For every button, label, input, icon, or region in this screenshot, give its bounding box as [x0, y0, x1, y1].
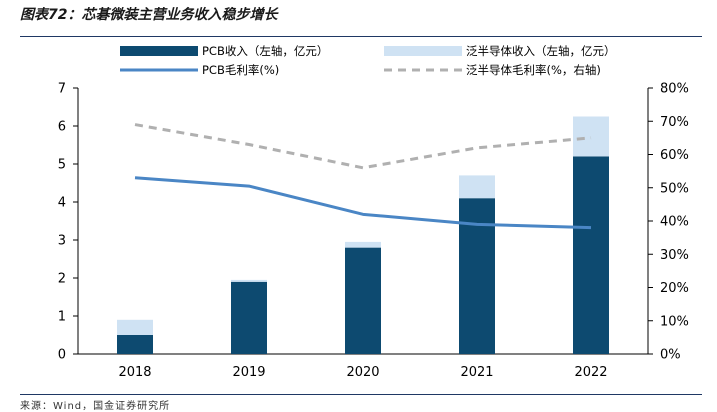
- y-right-tick-label: 40%: [660, 215, 689, 230]
- revenue-margin-chart: PCB收入（左轴，亿元） 泛半导体收入（左轴，亿元） PCB毛利率(%) 泛半导…: [58, 44, 689, 380]
- legend-label-pcb-margin: PCB毛利率(%): [202, 63, 279, 77]
- y-right-tick-label: 60%: [660, 148, 689, 163]
- legend-label-semi-revenue: 泛半导体收入（左轴，亿元）: [466, 44, 616, 58]
- y-left-tick-label: 2: [58, 272, 66, 287]
- y-right-tick-label: 10%: [660, 314, 689, 329]
- y-left-tick-label: 3: [58, 234, 66, 249]
- bars: [117, 116, 609, 354]
- footer-divider: [20, 394, 702, 395]
- y-left-tick-label: 4: [58, 196, 66, 211]
- bar-semi-revenue: [459, 175, 495, 199]
- y-right-tick-label: 0%: [660, 348, 681, 363]
- title-divider: [20, 36, 702, 37]
- bar-semi-revenue: [345, 241, 381, 248]
- line-pcb-margin: [134, 176, 592, 230]
- y-left-tick-label: 0: [58, 348, 66, 363]
- bar-pcb-revenue: [573, 156, 609, 354]
- bar-semi-revenue: [231, 279, 267, 282]
- figure-title: 图表72：芯碁微装主营业务收入稳步增长: [20, 7, 278, 23]
- y-left-tick-label: 6: [58, 120, 66, 135]
- bar-pcb-revenue: [117, 335, 153, 354]
- bar-pcb-revenue: [459, 198, 495, 354]
- bar-pcb-revenue: [345, 247, 381, 354]
- y-left-ticks: 0 1 2 3 4 5 6 7: [58, 82, 78, 363]
- x-tick-label: 2021: [460, 365, 493, 380]
- legend-swatch-semi-revenue: [384, 46, 462, 56]
- y-right-tick-label: 20%: [660, 281, 689, 296]
- x-tick-label: 2020: [346, 365, 379, 380]
- x-tick-label: 2022: [574, 365, 607, 380]
- legend-label-pcb-revenue: PCB收入（左轴，亿元）: [202, 44, 328, 58]
- legend: PCB收入（左轴，亿元） 泛半导体收入（左轴，亿元） PCB毛利率(%) 泛半导…: [120, 44, 616, 77]
- margin-lines: [134, 123, 592, 230]
- source-note: 来源：Wind，国金证券研究所: [20, 401, 171, 412]
- bar-semi-revenue: [573, 116, 609, 157]
- y-right-tick-label: 70%: [660, 115, 689, 130]
- x-tick-label: 2018: [118, 365, 151, 380]
- y-left-tick-label: 1: [58, 310, 66, 325]
- y-right-ticks: 0% 10% 20% 30% 40% 50% 60% 70% 80%: [648, 82, 689, 363]
- legend-swatch-pcb-revenue: [120, 46, 198, 56]
- y-right-tick-label: 80%: [660, 82, 689, 97]
- line-semi-margin: [134, 123, 592, 170]
- x-ticks: 2018 2019 2020 2021 2022: [118, 365, 607, 380]
- y-right-tick-label: 50%: [660, 181, 689, 196]
- y-right-tick-label: 30%: [660, 248, 689, 263]
- bar-semi-revenue: [117, 319, 153, 335]
- x-tick-label: 2019: [232, 365, 265, 380]
- y-left-tick-label: 5: [58, 158, 66, 173]
- y-left-tick-label: 7: [58, 82, 66, 97]
- bar-pcb-revenue: [231, 281, 267, 354]
- legend-label-semi-margin: 泛半导体毛利率(%，右轴): [466, 63, 601, 77]
